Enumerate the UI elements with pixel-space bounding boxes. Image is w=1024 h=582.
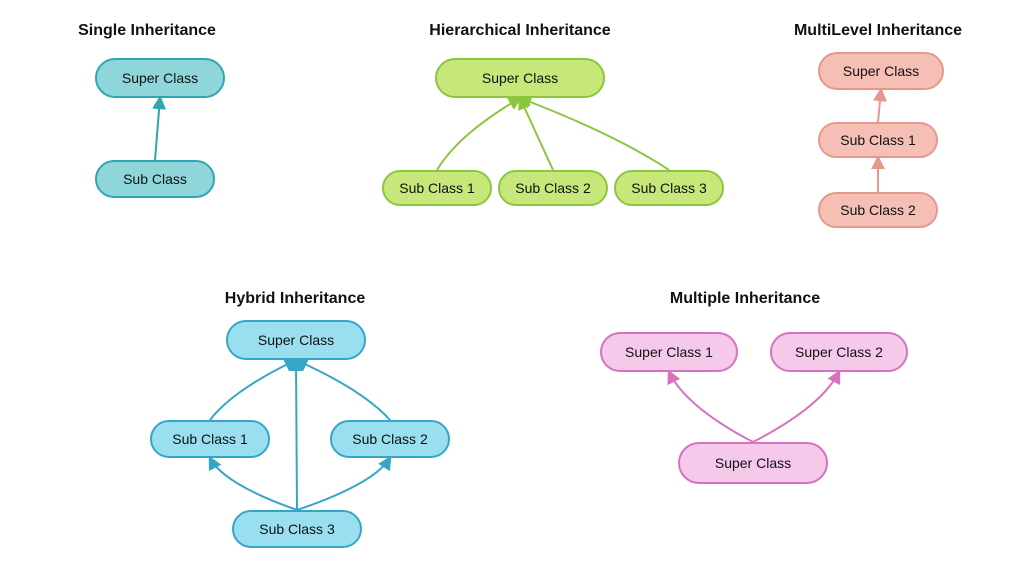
multilevel-node-ml_s2: Sub Class 2 (818, 192, 938, 228)
multiple-edge-1 (753, 372, 839, 442)
hybrid-edge-1 (296, 360, 390, 420)
single-node-sng_super: Super Class (95, 58, 225, 98)
hybrid-node-hyb_s2: Sub Class 2 (330, 420, 450, 458)
hybrid-edge-2 (210, 458, 297, 510)
single-node-sng_sub: Sub Class (95, 160, 215, 198)
hybrid-node-hyb_s3: Sub Class 3 (232, 510, 362, 548)
multiple-title: Multiple Inheritance (670, 290, 820, 308)
multiple-node-mul_sp2: Super Class 2 (770, 332, 908, 372)
single-title: Single Inheritance (78, 22, 216, 40)
multiple-edge-0 (669, 372, 753, 442)
single-edge-0 (155, 98, 160, 160)
hierarchical-node-hier_s1: Sub Class 1 (382, 170, 492, 206)
multiple-node-mul_sub: Super Class (678, 442, 828, 484)
multilevel-node-ml_s1: Sub Class 1 (818, 122, 938, 158)
hybrid-edge-4 (296, 360, 297, 510)
hierarchical-node-hier_s2: Sub Class 2 (498, 170, 608, 206)
hybrid-node-hyb_s1: Sub Class 1 (150, 420, 270, 458)
hybrid-edge-3 (297, 458, 390, 510)
hierarchical-title: Hierarchical Inheritance (429, 22, 610, 40)
multilevel-edge-0 (878, 90, 881, 122)
hierarchical-edge-0 (437, 98, 520, 170)
hybrid-title: Hybrid Inheritance (225, 290, 365, 308)
multilevel-title: MultiLevel Inheritance (794, 22, 962, 40)
multilevel-node-ml_super: Super Class (818, 52, 944, 90)
hybrid-edge-0 (210, 360, 296, 420)
hierarchical-edge-1 (520, 98, 553, 170)
multiple-node-mul_sp1: Super Class 1 (600, 332, 738, 372)
hybrid-node-hyb_super: Super Class (226, 320, 366, 360)
hierarchical-edge-2 (520, 98, 669, 170)
hierarchical-node-hier_s3: Sub Class 3 (614, 170, 724, 206)
hierarchical-node-hier_super: Super Class (435, 58, 605, 98)
